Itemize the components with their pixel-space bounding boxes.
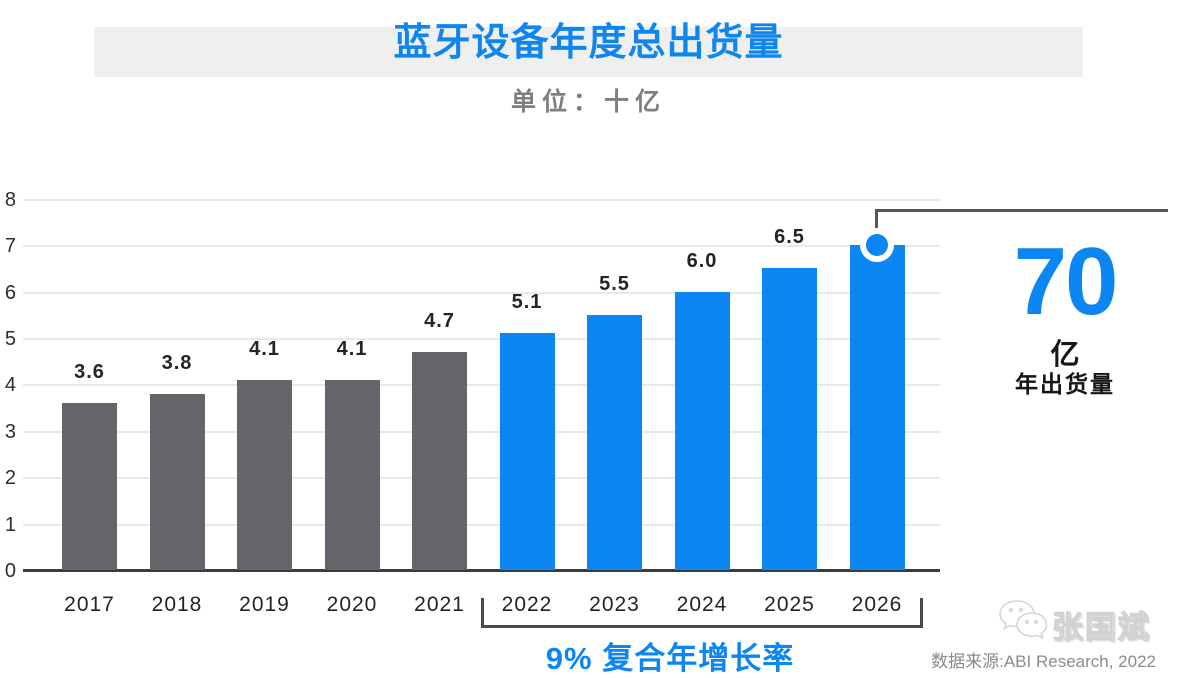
chart-title: 蓝牙设备年度总出货量 bbox=[393, 22, 784, 64]
bar-2023 bbox=[587, 314, 642, 570]
x-axis-line bbox=[23, 569, 940, 572]
bar-value-label-2017: 3.6 bbox=[74, 360, 105, 383]
y-tick-5: 5 bbox=[4, 328, 16, 350]
watermark-author-name: 张国斌 bbox=[1051, 609, 1151, 645]
title-banner bbox=[94, 27, 1083, 77]
y-tick-1: 1 bbox=[4, 513, 16, 536]
bar-2021 bbox=[412, 351, 467, 570]
x-axis-label-2023: 2023 bbox=[589, 593, 640, 616]
x-axis-label-2024: 2024 bbox=[676, 593, 728, 616]
callout-line-vertical bbox=[875, 209, 878, 235]
y-tick-6: 6 bbox=[4, 281, 16, 304]
bar-value-label-2019: 4.1 bbox=[249, 337, 280, 360]
bar-2017 bbox=[62, 402, 117, 570]
bar-2020 bbox=[324, 379, 380, 570]
wechat-icon bbox=[999, 600, 1048, 640]
bar-2024 bbox=[674, 291, 730, 570]
gridline-3 bbox=[23, 430, 940, 433]
cagr-caption: 9% 复合年增长率 bbox=[545, 641, 795, 676]
gridline-1 bbox=[23, 523, 940, 526]
bar-value-label-2025: 6.5 bbox=[774, 226, 805, 249]
highlight-marker-dot bbox=[866, 234, 888, 256]
bar-2018 bbox=[149, 393, 205, 570]
bar-2026 bbox=[849, 245, 905, 570]
x-axis-label-2017: 2017 bbox=[64, 593, 115, 616]
y-tick-0: 0 bbox=[4, 560, 16, 582]
y-tick-3: 3 bbox=[4, 420, 16, 443]
data-source-note: 数据来源:ABI Research, 2022 bbox=[931, 652, 1156, 671]
bar-value-label-2022: 5.1 bbox=[511, 291, 543, 314]
bar-value-label-2020: 4.1 bbox=[336, 337, 368, 360]
x-axis-label-2026: 2026 bbox=[851, 593, 903, 616]
x-axis-label-2025: 2025 bbox=[764, 593, 815, 616]
callout-value: 70 bbox=[1013, 228, 1119, 335]
x-axis-label-2019: 2019 bbox=[239, 593, 290, 616]
callout-unit: 亿 bbox=[1050, 339, 1080, 371]
gridline-2 bbox=[23, 477, 940, 480]
bar-2022 bbox=[499, 333, 555, 570]
y-tick-7: 7 bbox=[4, 235, 16, 258]
bar-value-label-2024: 6.0 bbox=[686, 249, 718, 272]
y-tick-8: 8 bbox=[4, 188, 16, 211]
bar-value-label-2023: 5.5 bbox=[599, 272, 630, 295]
gridline-4 bbox=[23, 384, 940, 387]
gridline-8 bbox=[23, 198, 940, 201]
y-tick-4: 4 bbox=[4, 374, 16, 397]
x-axis-label-2018: 2018 bbox=[151, 593, 203, 616]
chart-unit-subtitle: 单位：十亿 bbox=[510, 88, 666, 116]
gridline-6 bbox=[23, 291, 940, 294]
bar-2025 bbox=[762, 268, 817, 570]
bar-2019 bbox=[237, 379, 292, 570]
x-axis-label-2021: 2021 bbox=[414, 593, 465, 616]
y-tick-2: 2 bbox=[4, 467, 16, 490]
bar-value-label-2021: 4.7 bbox=[424, 309, 455, 332]
bar-value-label-2018: 3.8 bbox=[161, 351, 193, 374]
x-axis-label-2020: 2020 bbox=[326, 593, 378, 616]
gridline-5 bbox=[23, 338, 940, 340]
gridline-7 bbox=[23, 245, 940, 248]
cagr-bracket bbox=[481, 598, 923, 628]
x-axis-label-2022: 2022 bbox=[501, 593, 553, 616]
callout-line-horizontal bbox=[875, 209, 1168, 212]
callout-label: 年出货量 bbox=[1015, 371, 1115, 397]
